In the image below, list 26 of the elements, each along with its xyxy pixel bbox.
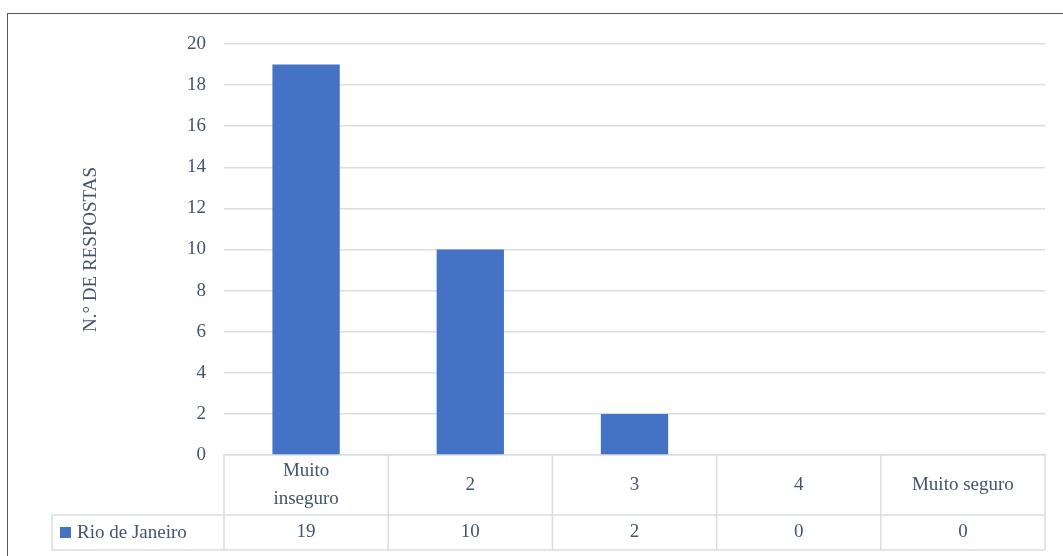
data-label: 2 bbox=[629, 520, 640, 542]
data-label: 0 bbox=[958, 520, 968, 542]
y-tick-label: 14 bbox=[187, 155, 207, 177]
y-tick-label: 0 bbox=[196, 442, 206, 464]
y-tick-label: 4 bbox=[196, 360, 207, 382]
y-tick-label: 8 bbox=[196, 278, 206, 300]
y-tick-label: 6 bbox=[196, 319, 206, 341]
x-tick-label: 4 bbox=[793, 473, 804, 495]
x-tick-label: 3 bbox=[629, 473, 640, 495]
y-tick-label: 2 bbox=[196, 401, 206, 423]
y-tick-label: 20 bbox=[187, 31, 206, 53]
y-axis-title: N.° DE RESPOSTAS bbox=[79, 167, 101, 332]
y-tick-label: 16 bbox=[187, 114, 206, 136]
x-tick-label: 2 bbox=[465, 473, 476, 495]
bar bbox=[272, 64, 340, 455]
data-label: 19 bbox=[296, 520, 316, 542]
data-label: 0 bbox=[793, 520, 804, 542]
x-tick-label: Muito inseguro bbox=[273, 458, 339, 509]
bar bbox=[436, 249, 504, 455]
y-tick-label: 12 bbox=[187, 196, 206, 218]
bar bbox=[600, 413, 669, 455]
x-tick-label: Muito seguro bbox=[911, 473, 1014, 495]
data-label: 10 bbox=[460, 520, 480, 542]
y-tick-label: 18 bbox=[187, 73, 206, 95]
y-tick-label: 10 bbox=[187, 237, 206, 259]
legend-label: Rio de Janeiro bbox=[77, 521, 187, 543]
